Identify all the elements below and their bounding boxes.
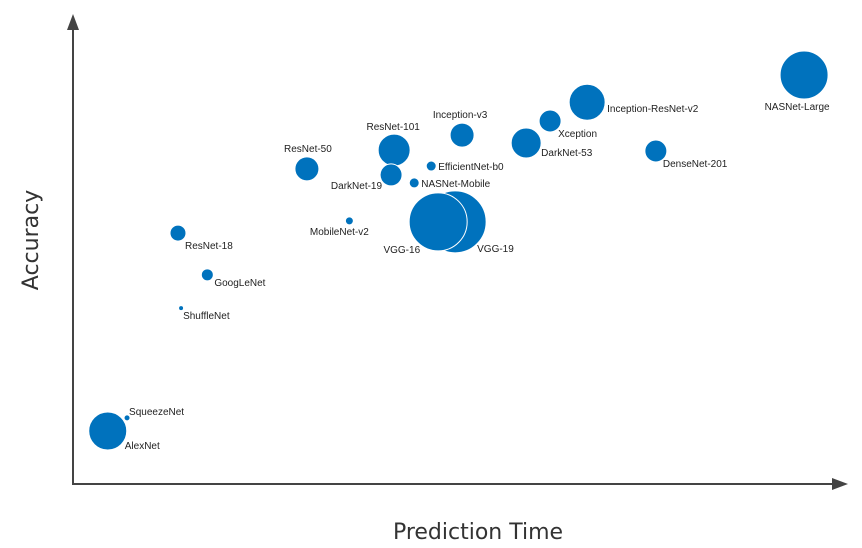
point-label-nasnet-mobile: NASNet-Mobile bbox=[421, 179, 490, 190]
bubble-resnet-101 bbox=[377, 133, 411, 167]
bubble-mobilenet-v2 bbox=[344, 216, 354, 226]
point-label-squeezenet: SqueezeNet bbox=[129, 407, 184, 418]
bubble-darknet-19 bbox=[379, 163, 403, 187]
bubble-nasnet-large bbox=[779, 50, 829, 100]
y-axis-arrow bbox=[67, 14, 79, 30]
point-label-alexnet: AlexNet bbox=[125, 441, 160, 452]
point-label-resnet-18: ResNet-18 bbox=[185, 241, 233, 252]
bubble-efficientnet-b0 bbox=[425, 160, 437, 172]
point-label-inception-v3: Inception-v3 bbox=[433, 110, 488, 121]
x-axis-arrow bbox=[832, 478, 848, 490]
bubbles-layer bbox=[88, 50, 829, 451]
point-label-darknet-53: DarkNet-53 bbox=[541, 148, 593, 159]
bubble-alexnet bbox=[88, 411, 128, 451]
bubble-resnet-18 bbox=[169, 224, 187, 242]
point-label-mobilenet-v2: MobileNet-v2 bbox=[310, 227, 369, 238]
point-label-inception-resnet-v2: Inception-ResNet-v2 bbox=[607, 104, 699, 115]
x-axis-label: Prediction Time bbox=[393, 520, 563, 545]
bubble-xception bbox=[538, 109, 562, 133]
bubble-vgg-16 bbox=[408, 192, 468, 252]
point-label-efficientnet-b0: EfficientNet-b0 bbox=[438, 162, 504, 173]
point-label-googlenet: GoogLeNet bbox=[214, 278, 265, 289]
bubble-nasnet-mobile bbox=[408, 177, 420, 189]
point-label-vgg-19: VGG-19 bbox=[477, 244, 514, 255]
point-label-shufflenet: ShuffleNet bbox=[183, 311, 230, 322]
bubble-squeezenet bbox=[123, 414, 131, 422]
bubble-densenet-201 bbox=[644, 139, 668, 163]
point-label-darknet-19: DarkNet-19 bbox=[331, 181, 383, 192]
labels-layer: AlexNet SqueezeNet ShuffleNet GoogLeNet ResN… bbox=[125, 102, 830, 452]
point-label-densenet-201: DenseNet-201 bbox=[663, 159, 728, 170]
point-label-vgg-16: VGG-16 bbox=[383, 245, 420, 256]
y-axis-label: Accuracy bbox=[19, 190, 44, 290]
bubble-googlenet bbox=[200, 268, 214, 282]
bubble-shufflenet bbox=[178, 305, 185, 312]
bubble-inception-v3 bbox=[449, 122, 475, 148]
point-label-resnet-101: ResNet-101 bbox=[366, 122, 420, 133]
bubble-resnet-50 bbox=[294, 156, 320, 182]
point-label-resnet-50: ResNet-50 bbox=[284, 144, 332, 155]
bubble-inception-resnet-v2 bbox=[568, 83, 606, 121]
bubble-darknet-53 bbox=[510, 127, 542, 159]
point-label-nasnet-large: NASNet-Large bbox=[765, 102, 830, 113]
point-label-xception: Xception bbox=[558, 129, 597, 140]
